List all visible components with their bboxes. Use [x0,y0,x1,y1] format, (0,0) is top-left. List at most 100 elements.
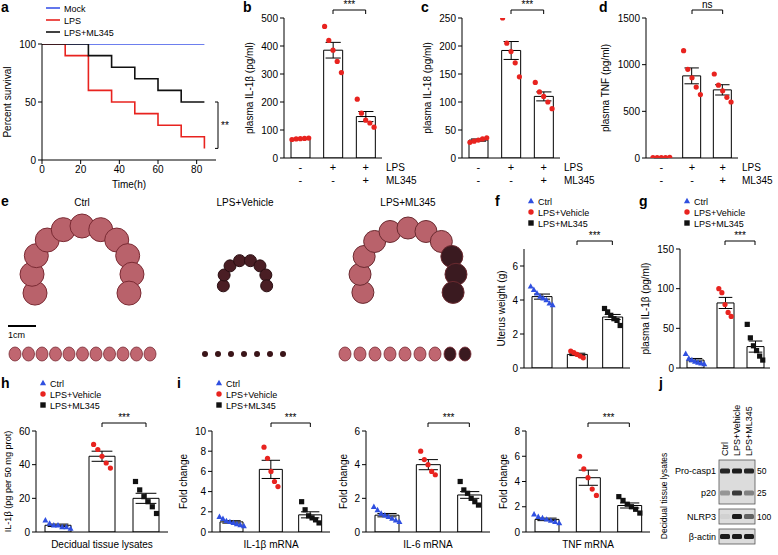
svg-text:Uterus weight (g): Uterus weight (g) [496,270,507,346]
svg-text:50: 50 [757,466,767,476]
svg-text:LPS: LPS [742,162,761,173]
svg-text:500: 500 [261,13,278,24]
svg-text:-: - [659,161,663,173]
svg-text:IL-1β mRNA: IL-1β mRNA [243,539,299,550]
svg-text:80: 80 [191,164,203,175]
svg-text:LPS: LPS [564,162,583,173]
svg-text:2: 2 [354,493,360,504]
svg-text:Decidual tissue lysates: Decidual tissue lysates [51,539,153,550]
svg-text:i: i [177,375,181,391]
svg-text:0: 0 [668,363,674,374]
svg-text:-: - [509,174,513,186]
svg-text:Ctrl: Ctrl [720,442,730,456]
svg-text:0: 0 [30,155,36,166]
svg-text:250: 250 [439,13,456,24]
svg-text:0: 0 [354,527,360,538]
svg-text:***: *** [603,412,615,423]
svg-text:0: 0 [39,164,45,175]
svg-text:10: 10 [195,426,207,437]
svg-text:-: - [298,174,302,186]
svg-text:a: a [1,0,9,15]
svg-text:+: + [362,174,368,186]
svg-text:IL-6 mRNA: IL-6 mRNA [403,539,453,550]
svg-text:0: 0 [514,527,520,538]
svg-text:25: 25 [757,488,767,498]
svg-text:plasma TNF (pg/ml): plasma TNF (pg/ml) [600,44,611,132]
svg-text:***: *** [443,412,455,423]
svg-text:Time(h): Time(h) [112,179,146,190]
svg-text:d: d [599,0,608,15]
svg-text:LPS+ML345: LPS+ML345 [694,219,744,229]
svg-text:0: 0 [24,527,30,538]
svg-text:0: 0 [512,363,518,374]
svg-text:Fold change: Fold change [178,454,189,509]
svg-text:100: 100 [261,125,278,136]
svg-text:LPS+ML345: LPS+ML345 [50,401,100,411]
svg-text:+: + [689,161,695,173]
svg-text:**: ** [221,120,229,131]
svg-text:-: - [476,161,480,173]
svg-text:2: 2 [512,329,518,340]
svg-text:LPS: LPS [386,162,405,173]
svg-text:***: *** [343,0,355,10]
svg-text:1000: 1000 [618,59,641,70]
svg-text:-: - [298,161,302,173]
svg-text:LPS: LPS [64,16,81,26]
svg-text:***: *** [521,0,533,10]
svg-text:ns: ns [702,0,713,10]
svg-text:-: - [659,174,663,186]
svg-text:200: 200 [439,41,456,52]
svg-text:LPS+Vehicle: LPS+Vehicle [538,208,589,218]
svg-text:1500: 1500 [618,13,641,24]
svg-text:50: 50 [445,125,457,136]
svg-text:+: + [719,174,725,186]
svg-text:+: + [508,161,514,173]
svg-text:100: 100 [19,39,36,50]
svg-text:4: 4 [354,459,360,470]
svg-text:plasma IL-18 (pg/ml): plasma IL-18 (pg/ml) [422,42,433,134]
svg-text:ML345: ML345 [386,175,417,186]
svg-text:6: 6 [512,261,518,272]
svg-text:Ctrl: Ctrl [538,197,552,207]
svg-text:LPS+Vehicle: LPS+Vehicle [694,208,745,218]
svg-text:Ctrl: Ctrl [74,197,90,208]
svg-text:8: 8 [200,446,206,457]
svg-text:LPS+ML345: LPS+ML345 [226,401,276,411]
svg-text:4: 4 [514,476,520,487]
svg-text:+: + [540,161,546,173]
svg-text:NLRP3: NLRP3 [687,512,716,522]
svg-text:6: 6 [354,426,360,437]
svg-text:Fold change: Fold change [338,454,349,509]
svg-text:Ctrl: Ctrl [50,379,64,389]
svg-text:300: 300 [261,69,278,80]
svg-text:50: 50 [25,97,37,108]
svg-text:-: - [476,174,480,186]
svg-text:150: 150 [439,69,456,80]
svg-text:6: 6 [514,451,520,462]
svg-text:LPS+ML345: LPS+ML345 [538,219,588,229]
svg-text:Ctrl: Ctrl [694,197,708,207]
svg-text:0: 0 [634,153,640,164]
svg-text:LPS+ML345: LPS+ML345 [64,28,114,38]
svg-text:+: + [719,161,725,173]
svg-text:plasma IL-1β (pg/ml): plasma IL-1β (pg/ml) [640,263,651,355]
svg-text:20: 20 [75,164,87,175]
svg-text:LPS+ML345: LPS+ML345 [744,406,754,456]
svg-text:LPS+Vehicle: LPS+Vehicle [50,390,101,400]
svg-text:-: - [331,174,335,186]
svg-text:200: 200 [261,97,278,108]
svg-text:150: 150 [657,244,674,255]
svg-text:ML345: ML345 [564,175,595,186]
svg-text:β-actin: β-actin [689,532,716,542]
svg-text:0: 0 [200,527,206,538]
svg-text:b: b [243,0,252,15]
svg-text:c: c [421,0,429,15]
svg-text:e: e [1,194,9,209]
svg-text:40: 40 [19,459,31,470]
svg-text:40: 40 [114,164,126,175]
svg-text:100: 100 [757,512,771,522]
svg-text:0: 0 [272,153,278,164]
svg-text:0: 0 [450,153,456,164]
svg-text:Fold change: Fold change [498,454,509,509]
svg-text:1cm: 1cm [8,330,25,340]
